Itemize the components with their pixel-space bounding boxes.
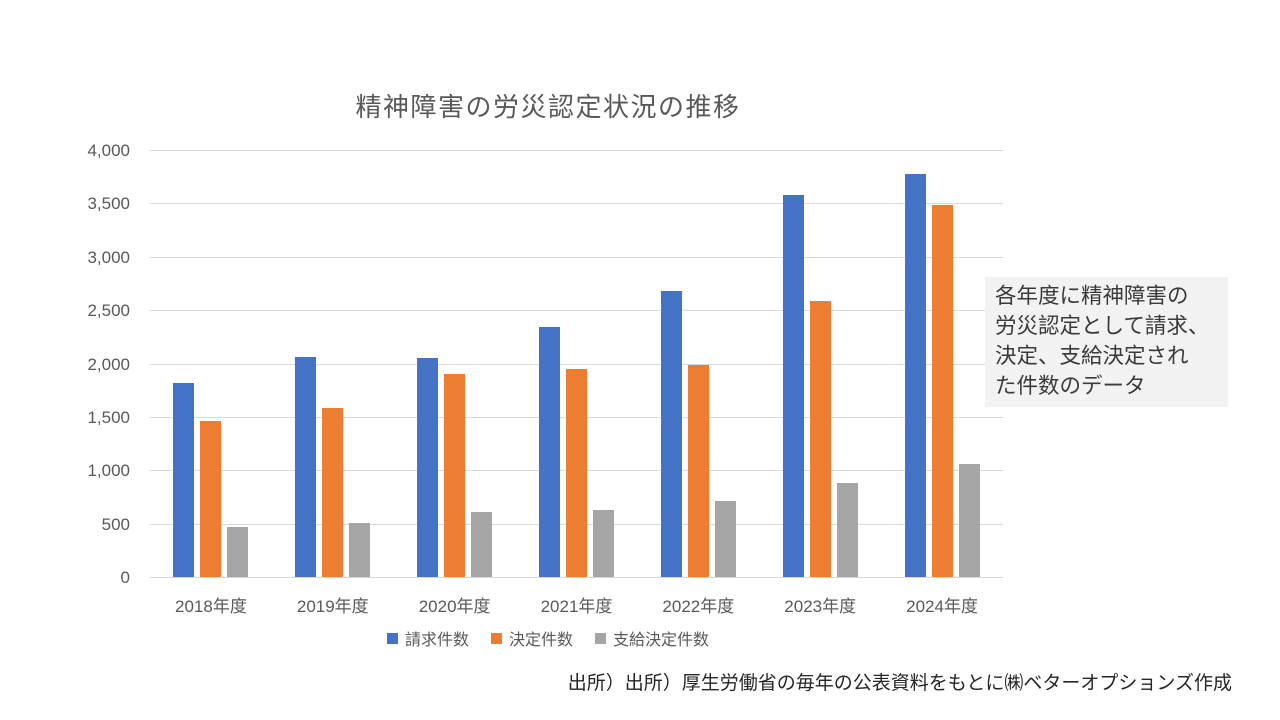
bar-decisions-2020 (444, 373, 466, 577)
legend-item-claims: 請求件数 (386, 626, 469, 650)
legend-label-claims: 請求件数 (404, 632, 469, 649)
bar-claims-2019 (295, 357, 317, 577)
legend-swatch-claims (386, 632, 398, 644)
bar-decisions-2018 (200, 421, 222, 577)
bar-claims-2024 (904, 173, 926, 577)
y-axis-tick-label: 1,000 (87, 461, 130, 481)
gridline (150, 310, 1003, 312)
bar-payment-decisions-2024 (958, 464, 980, 577)
legend-swatch-decisions (490, 632, 502, 644)
legend-label-decisions: 決定件数 (508, 632, 573, 649)
chart-legend: 請求件数 決定件数 支給決定件数 (0, 626, 1096, 650)
bar-payment-decisions-2023 (836, 482, 858, 577)
x-axis-tick-label: 2023年度 (784, 597, 857, 616)
y-axis-labels: 4,000 3,500 3,000 2,500 2,000 1,500 1,000 500 0 (55, 142, 130, 586)
bar-payment-decisions-2018 (227, 527, 249, 577)
x-axis-tick-label: 2020年度 (418, 597, 491, 616)
chart-title: 精神障害の労災認定状況の推移 (355, 92, 741, 122)
bar-claims-2018 (173, 382, 195, 577)
x-axis-tick-label: 2022年度 (662, 597, 735, 616)
x-axis-tick-label: 2019年度 (296, 597, 369, 616)
gridline (150, 203, 1003, 205)
x-axis-labels: 2018年度 2019年度 2020年度 2021年度 2022年度 2023年度 2024… (150, 592, 1003, 616)
y-axis-tick-label: 3,000 (87, 247, 130, 267)
bar-payment-decisions-2021 (593, 509, 614, 577)
x-axis-tick-label: 2024年度 (906, 597, 978, 616)
bar-payment-decisions-2020 (471, 512, 493, 577)
bar-decisions-2021 (566, 368, 587, 577)
bar-claims-2020 (417, 358, 439, 577)
gridline (150, 150, 1003, 151)
source-note: 出所）出所）厚生労働省の毎年の公表資料をもとに㈱ベターオプションズ作成 (567, 673, 1232, 694)
bar-payment-decisions-2022 (714, 501, 736, 577)
x-axis-tick-label: 2021年度 (540, 597, 613, 616)
y-axis-tick-label: 500 (101, 514, 130, 534)
y-axis-tick-label: 3,500 (87, 194, 130, 214)
y-axis-tick-label: 2,500 (87, 301, 130, 321)
bar-claims-2022 (660, 290, 682, 577)
bar-decisions-2023 (809, 300, 831, 577)
bar-payment-decisions-2019 (349, 522, 371, 577)
legend-swatch-payment-decisions (595, 632, 606, 644)
bar-claims-2023 (782, 195, 804, 577)
bar-decisions-2024 (931, 204, 953, 577)
y-axis-tick-label: 2,000 (87, 354, 130, 374)
bar-claims-2021 (539, 326, 560, 577)
legend-item-payment-decisions: 支給決定件数 (595, 626, 709, 650)
annotation-box: 各年度に精神障害の 労災認定として請求、 決定、支給決定され た件数のデータ (985, 277, 1228, 407)
y-axis-tick-label: 1,500 (87, 407, 130, 427)
gridline (150, 363, 1003, 365)
y-axis-tick-label: 0 (120, 568, 130, 587)
y-axis-tick-label: 4,000 (87, 141, 130, 160)
legend-item-decisions: 決定件数 (490, 626, 573, 650)
gridline (150, 256, 1003, 258)
bar-decisions-2022 (687, 365, 709, 577)
plot-area (150, 150, 1003, 578)
x-axis-tick-label: 2018年度 (175, 597, 247, 616)
bar-decisions-2019 (322, 407, 344, 577)
legend-label-payment-decisions: 支給決定件数 (613, 632, 710, 649)
